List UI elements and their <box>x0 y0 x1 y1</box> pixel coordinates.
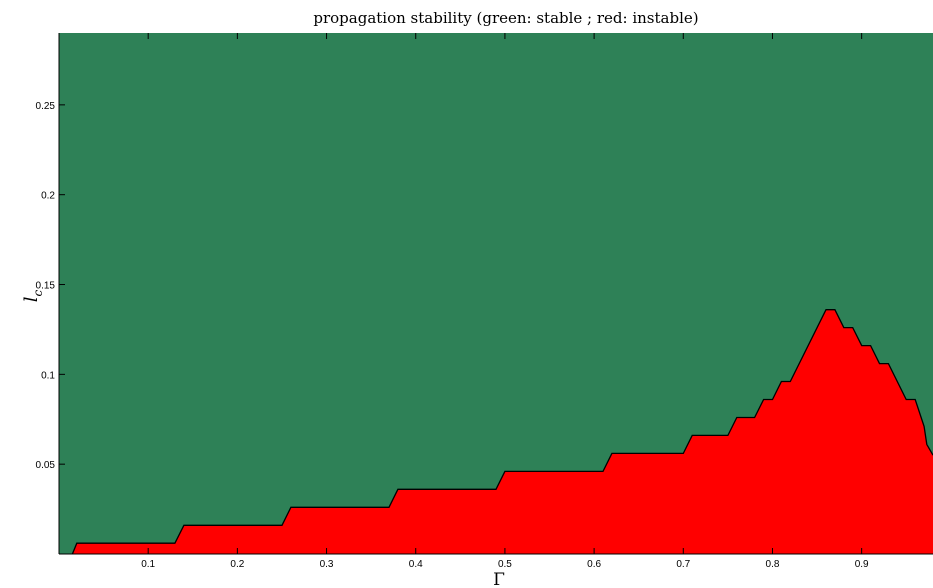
y-tick-label: 0.2 <box>41 191 55 202</box>
x-tick-label: 0.1 <box>141 559 155 570</box>
y-tick-label: 0.25 <box>36 101 56 112</box>
x-tick-label: 0.4 <box>409 559 423 570</box>
y-tick-label: 0.15 <box>36 281 56 292</box>
stability-boundary-line <box>71 309 933 555</box>
x-tick-label: 0.7 <box>676 559 690 570</box>
x-tick-label: 0.5 <box>498 559 512 570</box>
x-tick-label: 0.6 <box>587 559 601 570</box>
y-axis-label-group: lc <box>21 289 45 302</box>
instable-region <box>72 309 933 554</box>
y-tick-label: 0.05 <box>36 460 56 471</box>
chart-title: propagation stability (green: stable ; r… <box>313 9 698 27</box>
svg-text:lc: lc <box>21 289 45 302</box>
x-tick-label: 0.9 <box>855 559 869 570</box>
x-tick-label: 0.8 <box>766 559 780 570</box>
y-axis-label-subscript: c <box>31 289 45 296</box>
x-tick-label: 0.2 <box>230 559 244 570</box>
y-tick-label: 0.1 <box>41 370 55 381</box>
axis-ticks: 0.1 0.2 0.3 0.4 0.5 0.6 0.7 0.8 0.9 0.05 0.1 0.15 0.… <box>36 33 869 570</box>
y-axis-label: l <box>21 296 42 302</box>
x-tick-label: 0.3 <box>320 559 334 570</box>
x-axis-label: Γ <box>493 570 505 588</box>
plot-area <box>58 33 933 555</box>
